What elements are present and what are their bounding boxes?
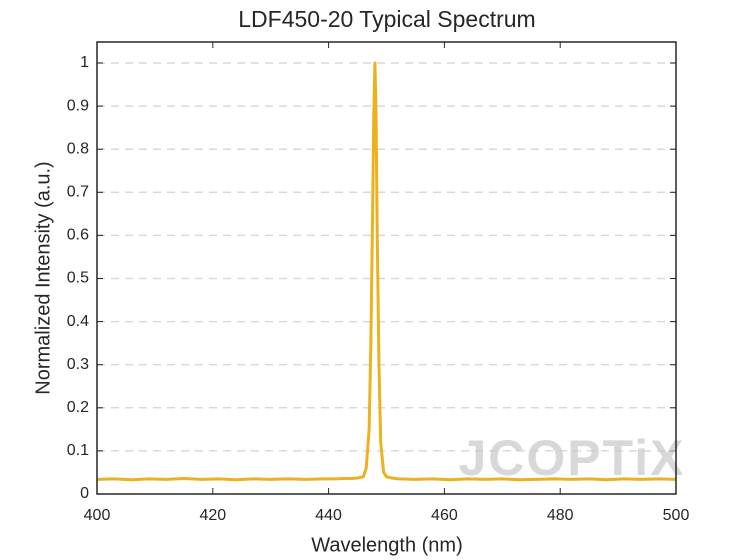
spectrum-line bbox=[96, 61, 677, 482]
y-tick-label: 0.4 bbox=[67, 313, 89, 330]
x-tick-label: 420 bbox=[199, 507, 226, 524]
x-axis-label: Wavelength (nm) bbox=[311, 534, 463, 556]
x-tick-label: 460 bbox=[431, 507, 458, 524]
y-tick-label: 0.7 bbox=[67, 184, 89, 201]
y-tick-label: 0.2 bbox=[67, 399, 89, 416]
chart-title: LDF450-20 Typical Spectrum bbox=[238, 6, 535, 32]
y-tick-label: 1 bbox=[80, 54, 89, 71]
x-tick-label: 500 bbox=[663, 507, 690, 524]
plot-area bbox=[97, 42, 676, 494]
y-tick-label: 0.5 bbox=[67, 270, 89, 287]
plot-frame bbox=[96, 41, 677, 495]
y-tick-label: 0.9 bbox=[67, 97, 89, 114]
y-tick-label: 0.3 bbox=[67, 356, 89, 373]
x-tick-label: 400 bbox=[84, 507, 111, 524]
y-tick-label: 0.6 bbox=[67, 227, 89, 244]
y-axis-label: Normalized Intensity (a.u.) bbox=[32, 161, 54, 394]
y-tick-label: 0.1 bbox=[67, 442, 89, 459]
y-tick-label: 0 bbox=[80, 485, 89, 502]
y-tick-label: 0.8 bbox=[67, 140, 89, 157]
x-tick-label: 480 bbox=[547, 507, 574, 524]
x-tick-label: 440 bbox=[315, 507, 342, 524]
watermark: JCOPTiX bbox=[458, 430, 685, 486]
